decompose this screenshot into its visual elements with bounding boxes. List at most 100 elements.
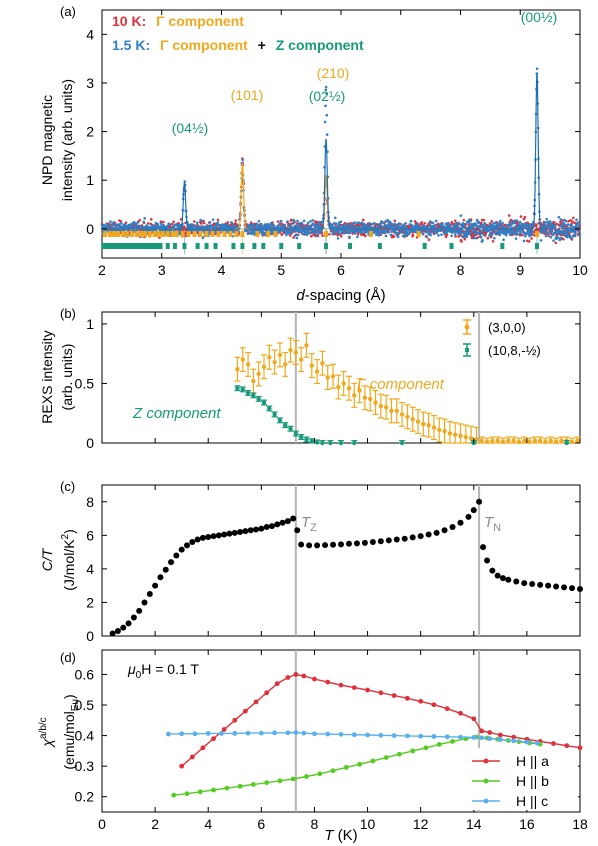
- panel-a-peak-traces: [102, 73, 580, 254]
- npd-point-blue: [325, 113, 329, 117]
- y-tick-label: 0.3: [75, 758, 95, 774]
- susceptibility-point: [397, 751, 402, 757]
- npd-point-blue: [318, 231, 321, 235]
- npd-point-blue: [376, 226, 380, 229]
- heat-capacity-point: [499, 575, 506, 582]
- npd-point-blue: [419, 226, 423, 229]
- heat-capacity-point: [545, 582, 552, 589]
- x-tick-label: 10: [360, 816, 376, 832]
- npd-point-red: [569, 219, 572, 222]
- npd-point-blue: [428, 220, 432, 223]
- rexs-point: [490, 438, 495, 443]
- npd-point-blue: [439, 224, 442, 228]
- npd-point-red: [292, 236, 295, 239]
- heat-capacity-point: [114, 627, 121, 634]
- bragg-tick-gamma: [138, 231, 143, 237]
- npd-point-blue: [142, 220, 146, 224]
- npd-point-blue: [425, 236, 429, 239]
- npd-point-red: [171, 222, 174, 226]
- heat-capacity-point: [146, 591, 153, 598]
- susceptibility-point: [232, 731, 238, 736]
- susceptibility-point: [221, 727, 227, 732]
- bragg-tick-gamma: [416, 231, 421, 237]
- npd-point-blue: [183, 180, 187, 183]
- npd-point-red: [454, 235, 457, 238]
- npd-point-blue: [196, 221, 199, 225]
- panel-c-frame: [101, 484, 581, 637]
- npd-point-blue: [318, 220, 322, 224]
- npd-point-blue: [497, 224, 500, 228]
- bragg-tick-gamma: [192, 231, 197, 237]
- annotation-z-component: Z component: [132, 405, 221, 422]
- npd-point-blue: [216, 221, 219, 224]
- panel-d-transition-lines: [294, 650, 481, 812]
- npd-point-blue: [117, 223, 121, 226]
- npd-point-blue: [548, 222, 551, 226]
- bragg-tick-z: [115, 243, 120, 249]
- y-tick-label: 0.4: [75, 728, 95, 744]
- npd-point-red: [162, 220, 165, 224]
- npd-point-blue: [547, 232, 550, 235]
- npd-point-blue: [300, 232, 304, 235]
- annotation-tn-sub: N: [493, 522, 501, 534]
- rexs-point: [235, 386, 240, 391]
- rexs-point: [394, 408, 399, 414]
- panel-a-legend-line2: 1.5 K: Γ component + Z component: [112, 37, 364, 53]
- npd-point-blue: [483, 222, 487, 226]
- npd-point-red: [571, 220, 574, 223]
- heat-capacity-point: [263, 523, 270, 530]
- npd-point-red: [392, 235, 396, 238]
- heat-capacity-point: [409, 534, 416, 541]
- rexs-point: [288, 347, 293, 353]
- npd-point-blue: [278, 222, 282, 226]
- npd-point-red: [149, 218, 153, 221]
- rexs-point: [298, 434, 304, 440]
- npd-point-blue: [357, 221, 361, 225]
- rexs-point: [575, 438, 580, 443]
- rexs-point: [383, 405, 389, 410]
- y-tick-label: 6: [86, 527, 94, 543]
- heat-capacity-point: [449, 523, 456, 530]
- bragg-tick-gamma: [186, 231, 191, 237]
- annotation-tz-main: T: [301, 514, 312, 531]
- susceptibility-point: [301, 730, 307, 736]
- npd-point-blue: [475, 225, 479, 228]
- npd-point-red: [339, 223, 342, 227]
- rexs-point: [500, 439, 506, 445]
- npd-point-blue: [335, 222, 338, 225]
- npd-point-red: [535, 224, 538, 228]
- heat-capacity-point: [425, 531, 432, 538]
- npd-point-blue: [310, 224, 313, 228]
- heat-capacity-point: [385, 537, 392, 544]
- panel-c-ylabel-top: C/T: [39, 547, 55, 571]
- panel-c-ylabel-close: ): [61, 529, 77, 534]
- npd-point-red: [460, 240, 463, 243]
- rexs-point: [452, 432, 458, 437]
- npd-point-blue: [495, 223, 498, 226]
- npd-point-blue: [401, 234, 405, 238]
- npd-point-red: [523, 215, 527, 219]
- npd-point-red: [525, 239, 529, 243]
- rexs-point: [431, 425, 437, 430]
- heat-capacity-point: [231, 529, 238, 536]
- y-tick-label: 0.6: [75, 666, 95, 682]
- panel-b-axis-ticks: 00.51: [75, 312, 581, 451]
- rexs-point: [522, 438, 527, 443]
- bragg-tick-gamma: [165, 231, 170, 237]
- rexs-point: [338, 440, 344, 446]
- npd-point-blue: [515, 219, 519, 222]
- npd-point-blue: [496, 231, 500, 235]
- susceptibility-point: [511, 738, 517, 744]
- rexs-point: [309, 363, 314, 368]
- npd-point-blue: [104, 225, 107, 229]
- npd-point-red: [470, 236, 474, 240]
- heat-capacity-point: [294, 527, 301, 534]
- npd-point-blue: [348, 236, 351, 240]
- npd-point-blue: [559, 218, 563, 221]
- npd-point-blue: [211, 218, 215, 221]
- rexs-point: [389, 408, 394, 414]
- npd-point-blue: [291, 218, 295, 222]
- npd-point-blue: [528, 225, 532, 229]
- bragg-tick-z: [126, 243, 131, 249]
- npd-point-red: [562, 237, 565, 241]
